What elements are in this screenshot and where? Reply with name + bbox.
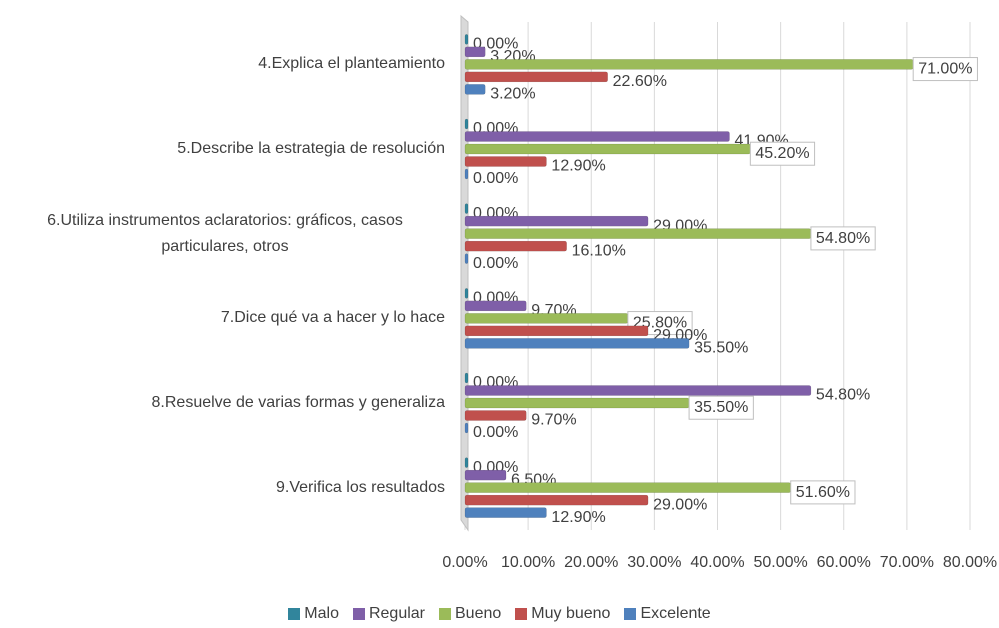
bar [464, 507, 547, 518]
bar [464, 168, 469, 180]
x-tick-label: 80.00% [943, 554, 997, 571]
y-tick-label: 4.Explica el planteamiento [0, 24, 445, 104]
category-text: 7.Dice qué va a hacer y lo hace [220, 309, 445, 327]
legend-item: Malo [288, 605, 339, 623]
category-text: 5.Describe la estrategia de resolución [177, 140, 445, 157]
data-label: 35.50% [694, 399, 748, 416]
y-tick-label: 5.Describe la estrategia de resolución [0, 109, 445, 189]
bar [464, 300, 527, 312]
x-tick-label: 40.00% [690, 554, 744, 571]
x-tick-label: 10.00% [501, 554, 555, 571]
data-label: 0.00% [473, 255, 518, 272]
data-label: 0.00% [473, 170, 518, 187]
data-label: 3.20% [490, 86, 535, 103]
data-label: 51.60% [796, 484, 850, 501]
x-tick-label: 30.00% [627, 554, 681, 571]
bar [464, 84, 486, 95]
bar [464, 338, 690, 349]
bar [464, 494, 649, 506]
bar [464, 313, 629, 324]
legend-swatch [624, 608, 637, 620]
data-label: 12.90% [551, 158, 605, 175]
legend: Malo Regular Bueno Muy bueno Excelente [0, 605, 999, 623]
bar [464, 156, 547, 167]
bar [464, 46, 486, 58]
data-label: 71.00% [918, 61, 972, 78]
y-tick-label: 7.Dice qué va a hacer y lo hace [0, 278, 445, 358]
bar [464, 228, 812, 239]
x-tick-label: 20.00% [564, 554, 618, 571]
bar [464, 385, 812, 396]
bar [464, 253, 469, 264]
data-label: 35.50% [694, 340, 748, 357]
category-text: 6.Utiliza instrumentos aclaratorios: grá… [47, 211, 403, 255]
legend-label: Muy bueno [531, 605, 611, 622]
bar [464, 71, 608, 83]
category-text: 4.Explica el planteamiento [258, 55, 445, 73]
bar [464, 469, 507, 481]
data-label: 12.90% [551, 509, 605, 526]
y-tick-label: 8.Resuelve de varias formas y generaliza [0, 363, 445, 443]
legend-swatch [352, 608, 365, 620]
legend-item: Excelente [624, 605, 711, 623]
bar [464, 118, 469, 130]
bar [464, 131, 730, 142]
legend-label: Regular [368, 605, 425, 622]
legend-item: Muy bueno [515, 605, 610, 623]
legend-label: Excelente [640, 605, 711, 622]
legend-label: Malo [304, 605, 339, 622]
y-tick-label: 6.Utiliza instrumentos aclaratorios: grá… [0, 194, 445, 274]
bar [464, 215, 649, 227]
x-tick-label: 50.00% [753, 554, 807, 571]
bar [464, 482, 791, 493]
data-label: 0.00% [473, 424, 518, 441]
data-label: 54.80% [816, 387, 870, 404]
bar [464, 397, 690, 409]
label-box [790, 480, 856, 505]
x-tick-label: 0.00% [442, 554, 487, 571]
data-label: 9.70% [531, 412, 576, 429]
data-label: 16.10% [572, 242, 626, 259]
category-text: 9.Verifica los resultados [276, 478, 445, 496]
bar [464, 457, 469, 468]
label-box [749, 141, 816, 166]
x-tick-label: 60.00% [817, 554, 871, 571]
legend-swatch [439, 608, 451, 620]
bar [464, 143, 751, 155]
bar [464, 203, 469, 214]
y-tick-label: 9.Verifica los resultados [0, 448, 445, 528]
legend-item: Bueno [439, 605, 501, 623]
legend-item: Regular [352, 605, 425, 623]
category-text: 8.Resuelve de varias formas y generaliza [151, 394, 445, 411]
label-box [688, 395, 754, 420]
bar [464, 372, 469, 384]
legend-label: Bueno [455, 605, 502, 622]
legend-swatch [288, 608, 301, 620]
legend-swatch [515, 608, 528, 620]
bar [464, 288, 469, 299]
label-box [912, 57, 978, 82]
bar [464, 325, 649, 337]
data-label: 54.80% [816, 230, 870, 247]
data-label: 45.20% [755, 145, 809, 162]
bar [464, 410, 527, 421]
data-label: 22.60% [613, 73, 667, 90]
bar [464, 34, 469, 45]
bar [464, 240, 567, 252]
bar [464, 59, 914, 70]
data-label: 29.00% [653, 496, 707, 513]
x-tick-label: 70.00% [880, 554, 934, 571]
label-box [810, 226, 876, 251]
bar [464, 422, 469, 434]
